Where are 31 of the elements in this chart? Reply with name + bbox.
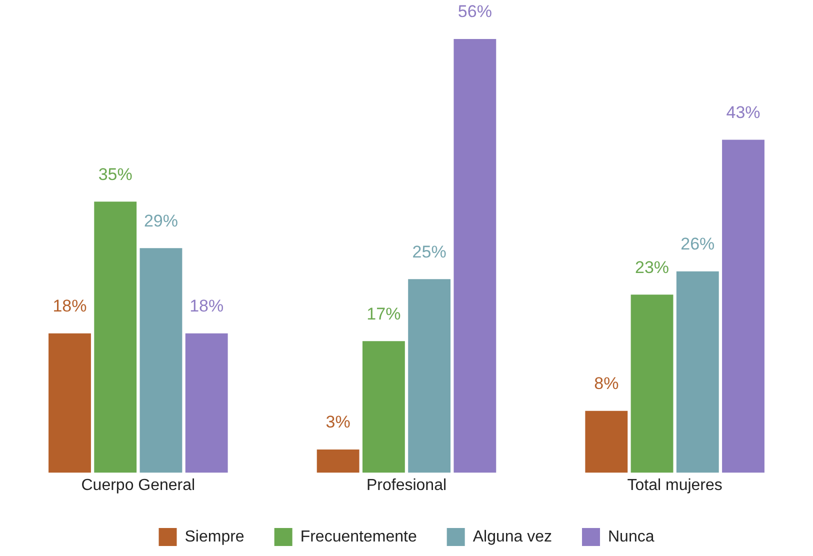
data-label: 17% [366,304,401,324]
x-tick-label: Total mujeres [627,476,722,494]
data-label: 35% [98,164,132,184]
data-label: 23% [635,258,670,277]
legend-label: Siempre [184,528,244,546]
bar [454,38,496,473]
data-label: 25% [412,242,446,262]
data-label: 3% [326,412,350,432]
x-tick-label: Cuerpo General [81,476,196,494]
legend-label: Nunca [608,528,654,546]
bar [316,450,360,473]
bar [408,279,451,473]
bar [185,333,228,473]
bar [48,333,91,473]
data-label: 43% [726,102,760,122]
bar [362,341,405,473]
data-label: 18% [190,296,224,316]
bar [722,140,764,473]
bar [676,271,719,473]
legend-label: Frecuentemente [300,528,417,546]
data-label: 29% [144,211,178,230]
data-label: 8% [594,374,619,394]
bar [140,248,182,473]
data-label: 56% [458,2,492,22]
data-label: 26% [680,234,715,254]
bar [585,410,628,473]
bar [630,294,674,473]
x-tick-label: Profesional [366,476,447,494]
legend-label: Alguna vez [472,528,552,546]
bar [94,202,137,473]
data-label: 18% [52,296,87,316]
